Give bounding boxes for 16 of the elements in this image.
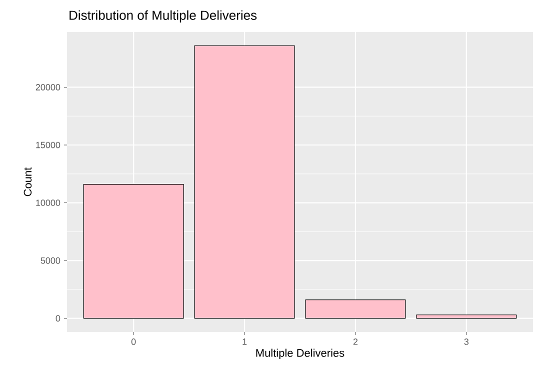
y-tick-label: 15000 [36, 142, 60, 148]
bar [416, 314, 517, 319]
y-tick-label: 0 [56, 315, 60, 322]
bar [83, 184, 184, 319]
bar [194, 45, 295, 319]
chart-title: Distribution of Multiple Deliveries [70, 10, 257, 22]
x-tick-label: 3 [464, 338, 469, 345]
bar [305, 300, 406, 319]
x-tick-label: 1 [242, 338, 247, 345]
y-axis-title: Count [24, 167, 32, 196]
x-axis-title: Multiple Deliveries [256, 348, 344, 359]
y-tick-label: 20000 [36, 84, 60, 90]
y-tick-label: 5000 [40, 257, 60, 264]
x-tick-label: 2 [353, 338, 358, 345]
x-tick-label: 0 [131, 338, 136, 345]
y-tick-label: 10000 [36, 200, 60, 206]
